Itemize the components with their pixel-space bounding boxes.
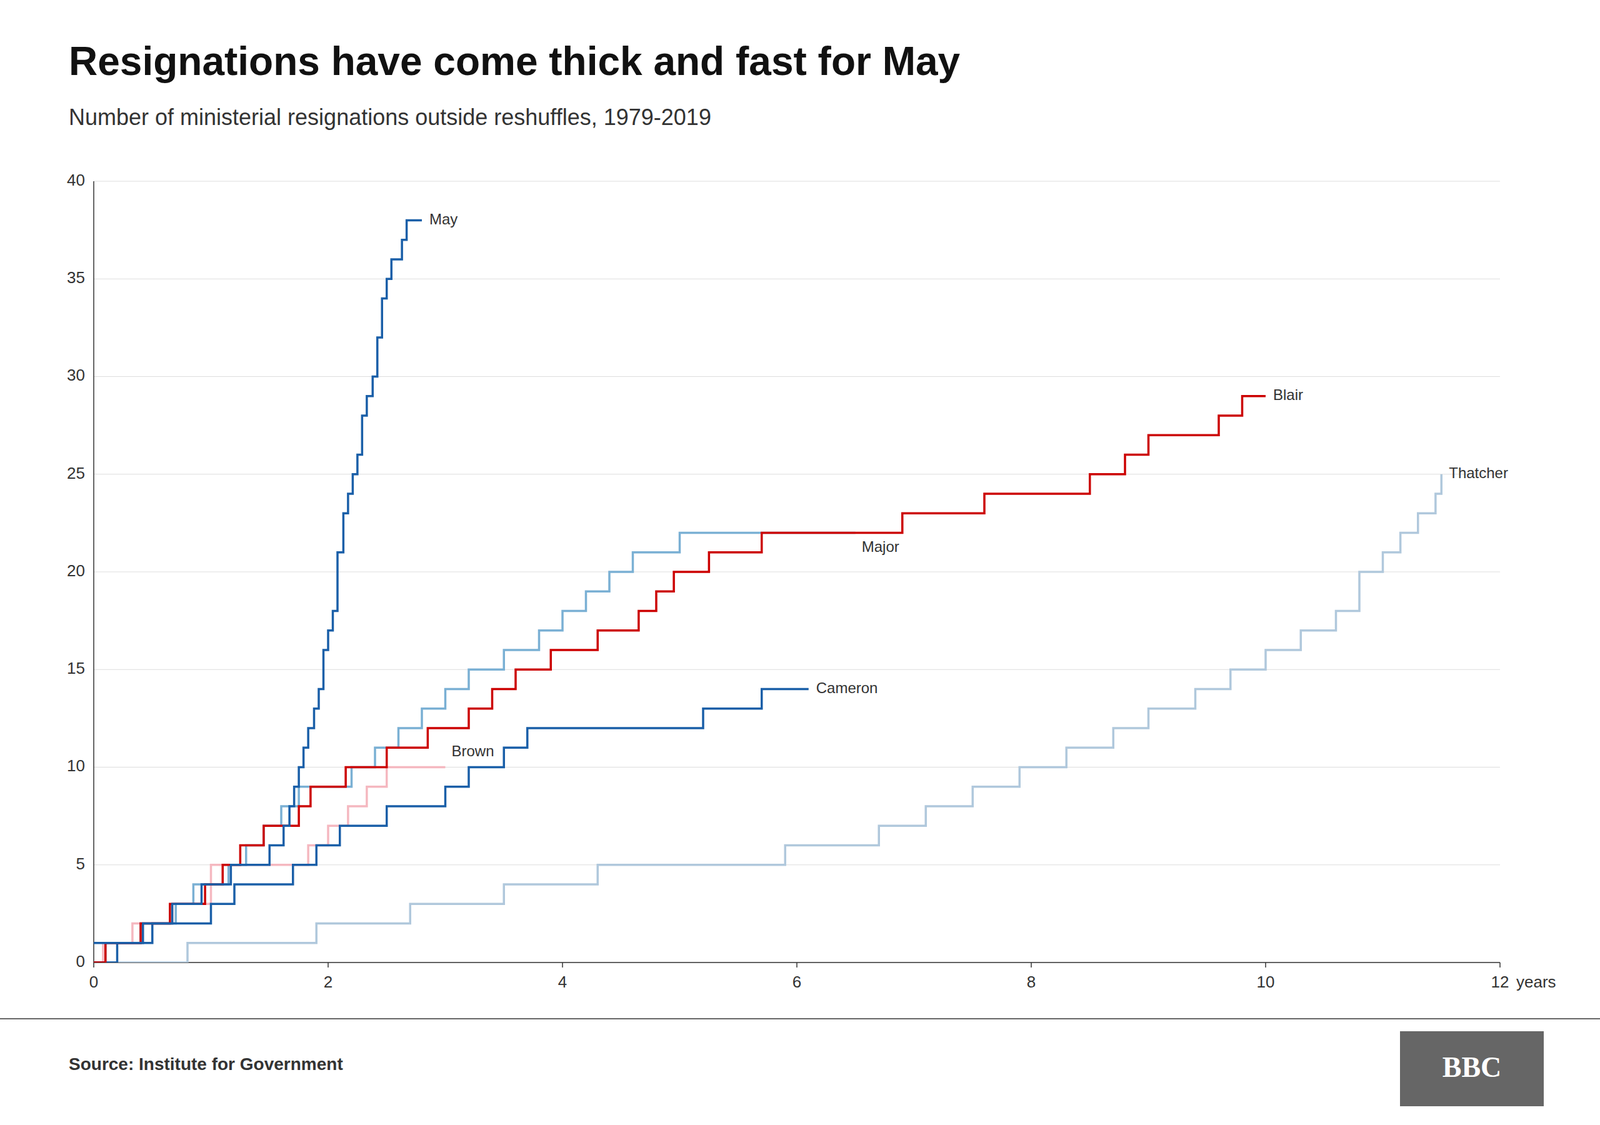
x-tick <box>93 962 95 968</box>
series-label: May <box>429 210 458 228</box>
source: Source: Institute for Government <box>68 1054 344 1074</box>
x-tick-label: 6 <box>792 972 802 992</box>
series-group <box>93 220 1442 964</box>
x-tick <box>327 962 329 968</box>
y-axis <box>93 181 95 963</box>
x-tick-label: 4 <box>558 972 567 992</box>
series-label: Major <box>861 538 900 555</box>
step-line <box>93 220 422 944</box>
grid-line <box>93 669 1500 670</box>
step-line <box>93 396 1266 963</box>
x-tick <box>1030 962 1032 968</box>
y-tick-label: 15 <box>66 658 85 678</box>
title: Resignations have come thick and fast fo… <box>68 38 961 84</box>
x-tick <box>796 962 798 968</box>
y-tick-label: 0 <box>76 951 85 971</box>
x-tick <box>1499 962 1501 968</box>
x-tick-label: 10 <box>1256 972 1275 992</box>
logo-text: BBC <box>1442 1051 1502 1084</box>
y-tick-label: 40 <box>66 170 85 190</box>
series-label: Thatcher <box>1448 464 1509 482</box>
y-tick-label: 5 <box>76 854 85 874</box>
step-line <box>93 689 809 964</box>
y-tick-label: 30 <box>66 365 85 385</box>
x-tick <box>1265 962 1267 968</box>
x-tick-label: 2 <box>323 972 333 992</box>
y-tick-label: 20 <box>66 561 85 580</box>
step-line <box>93 533 856 964</box>
y-tick-label: 25 <box>66 463 85 483</box>
grid-line <box>93 962 1500 964</box>
x-tick-label: 8 <box>1026 972 1036 992</box>
grid-line <box>93 571 1500 573</box>
grid-line <box>93 766 1500 768</box>
logo-box <box>1400 1031 1544 1107</box>
chart: Resignations have come thick and fast fo… <box>0 0 1600 1125</box>
x-tick-label: 0 <box>89 972 99 992</box>
grid-line <box>93 376 1500 377</box>
step-line <box>93 474 1442 963</box>
subtitle: Number of ministerial resignations outsi… <box>68 104 712 130</box>
x-axis-label: years <box>1516 972 1557 992</box>
grid-line <box>93 473 1500 475</box>
x-axis <box>93 961 1500 964</box>
footer-rule <box>0 1018 1600 1020</box>
grid-line <box>93 278 1500 280</box>
background <box>0 0 1600 1125</box>
x-tick-label: 12 <box>1491 972 1510 992</box>
series-label: Cameron <box>816 679 879 697</box>
series-label: Brown <box>451 742 495 760</box>
grid <box>93 181 1500 963</box>
x-tick <box>561 962 564 968</box>
y-tick-label: 10 <box>66 756 85 775</box>
y-tick-label: 35 <box>66 268 85 287</box>
grid-line <box>93 181 1500 182</box>
series-label: Blair <box>1273 386 1304 404</box>
